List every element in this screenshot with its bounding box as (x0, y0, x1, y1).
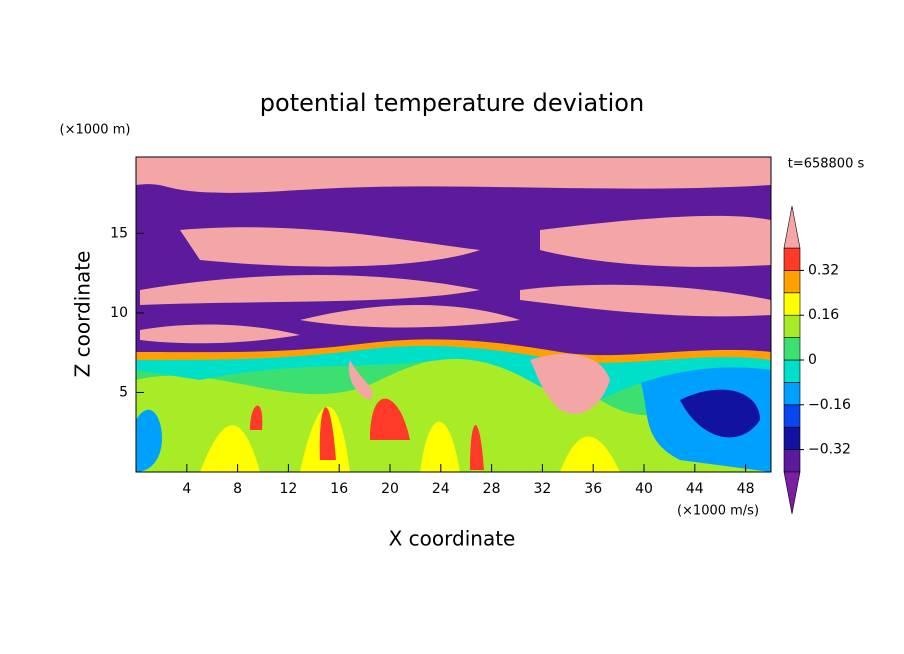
x-axis-label: X coordinate (389, 527, 516, 551)
colorbar-box (783, 359, 801, 383)
x-tick-label: 16 (330, 481, 348, 497)
colorbar-box (783, 247, 801, 271)
x-tick-label: 4 (182, 481, 191, 497)
x-tick-label: 36 (584, 481, 602, 497)
colorbar-box (783, 337, 801, 361)
colorbar-tick-label: 0.16 (808, 307, 839, 323)
x-tick-label: 12 (279, 481, 297, 497)
colorbar-box (783, 292, 801, 316)
y-tick-label: 5 (119, 384, 128, 400)
y-axis-label: Z coordinate (71, 251, 95, 378)
colorbar-box (783, 426, 801, 450)
x-tick-label: 20 (381, 481, 399, 497)
x-tick-label: 28 (483, 481, 501, 497)
y-tick-label: 10 (110, 305, 128, 321)
colorbar-box (783, 270, 801, 294)
contour-field (136, 157, 771, 472)
x-tick-label: 40 (635, 481, 653, 497)
colorbar-under (783, 471, 801, 515)
colorbar-tick-label: −0.32 (808, 442, 851, 458)
colorbar-over (783, 205, 801, 249)
colorbar-tick-label: −0.16 (808, 397, 851, 413)
x-tick-label: 32 (533, 481, 551, 497)
x-tick-label: 48 (737, 481, 755, 497)
y-tick-label: 15 (110, 225, 128, 241)
colorbar-box (783, 449, 801, 473)
colorbar-box (783, 314, 801, 338)
y-unit: (×1000 m) (60, 123, 131, 138)
colorbar-box (783, 382, 801, 406)
x-tick-label: 8 (233, 481, 242, 497)
x-tick-label: 24 (432, 481, 450, 497)
chart-title: potential temperature deviation (260, 89, 644, 117)
time-label: t=658800 s (788, 157, 865, 172)
colorbar-tick-label: 0 (808, 352, 817, 368)
colorbar-tick-label: 0.32 (808, 262, 839, 278)
colorbar-box (783, 404, 801, 428)
x-unit: (×1000 m/s) (677, 504, 759, 519)
x-tick-label: 44 (686, 481, 704, 497)
plot-frame (135, 156, 772, 473)
